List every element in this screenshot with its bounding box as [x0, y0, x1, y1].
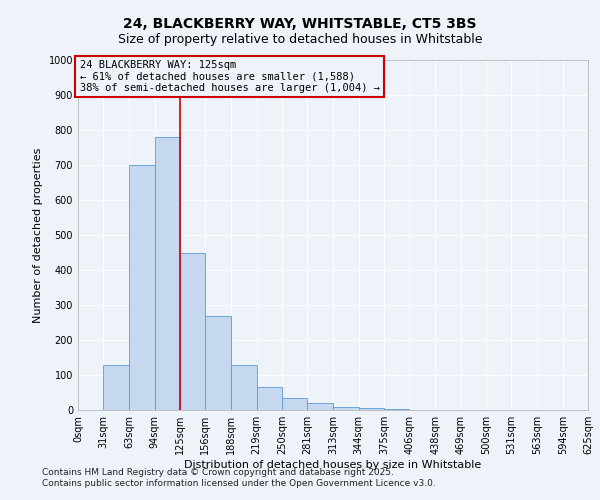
Bar: [103, 364, 130, 410]
X-axis label: Distribution of detached houses by size in Whitstable: Distribution of detached houses by size …: [184, 460, 482, 470]
Bar: [282, 398, 307, 410]
Bar: [384, 409, 409, 410]
Bar: [307, 403, 334, 410]
Text: Size of property relative to detached houses in Whitstable: Size of property relative to detached ho…: [118, 32, 482, 46]
Bar: [180, 252, 205, 410]
Text: Contains HM Land Registry data © Crown copyright and database right 2025.
Contai: Contains HM Land Registry data © Crown c…: [42, 468, 436, 487]
Text: 24 BLACKBERRY WAY: 125sqm
← 61% of detached houses are smaller (1,588)
38% of se: 24 BLACKBERRY WAY: 125sqm ← 61% of detac…: [80, 60, 380, 93]
Bar: [155, 137, 180, 410]
Bar: [232, 364, 257, 410]
Y-axis label: Number of detached properties: Number of detached properties: [33, 148, 43, 322]
Bar: [130, 165, 155, 410]
Bar: [257, 387, 282, 410]
Text: 24, BLACKBERRY WAY, WHITSTABLE, CT5 3BS: 24, BLACKBERRY WAY, WHITSTABLE, CT5 3BS: [123, 18, 477, 32]
Bar: [205, 316, 232, 410]
Bar: [334, 406, 359, 410]
Bar: [359, 408, 384, 410]
